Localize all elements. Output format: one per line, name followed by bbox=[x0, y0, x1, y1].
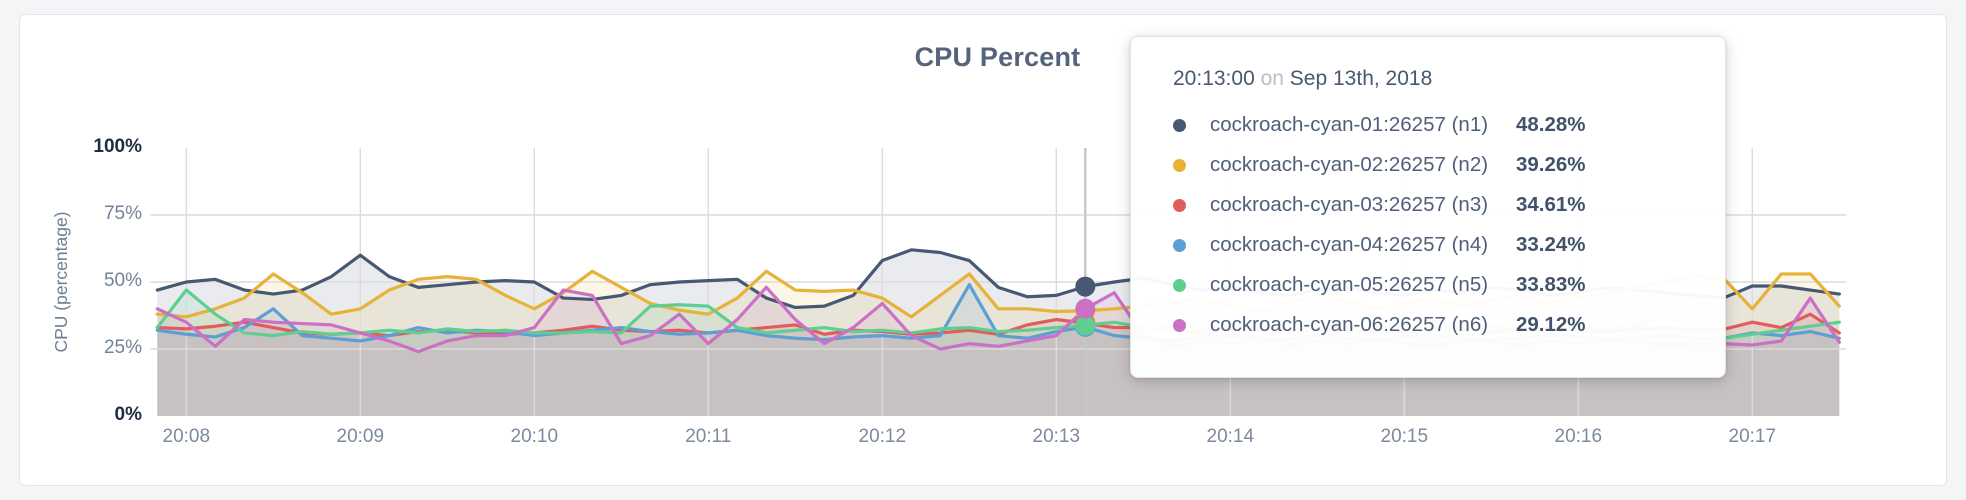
series-area-n4 bbox=[157, 284, 1840, 416]
y-tick-label: 75% bbox=[103, 203, 142, 224]
tooltip-series-value: 33.24% bbox=[1516, 233, 1586, 256]
hover-dot-n5 bbox=[1075, 315, 1096, 336]
series-color-dot-icon bbox=[1173, 278, 1186, 292]
tooltip-row: cockroach-cyan-05:26257 (n5) 33.83% bbox=[1173, 265, 1683, 305]
tooltip-series-label: cockroach-cyan-06:26257 (n6) bbox=[1210, 313, 1489, 336]
tooltip-series-value: 33.83% bbox=[1516, 273, 1586, 296]
tooltip-rows: cockroach-cyan-01:26257 (n1) 48.28% cockro… bbox=[1173, 105, 1683, 345]
tooltip-series-label: cockroach-cyan-02:26257 (n2) bbox=[1210, 153, 1489, 176]
x-tick-label: 20:08 bbox=[162, 426, 211, 447]
x-tick-label: 20:14 bbox=[1206, 426, 1255, 447]
tooltip-header: 20:13:00 on Sep 13th, 2018 bbox=[1173, 67, 1683, 91]
tooltip-series-value: 34.61% bbox=[1516, 193, 1586, 216]
hover-dot-n1 bbox=[1075, 276, 1096, 297]
x-tick-label: 20:11 bbox=[685, 426, 732, 447]
x-tick-label: 20:13 bbox=[1032, 426, 1081, 447]
series-color-dot-icon bbox=[1173, 118, 1186, 132]
tooltip-row: cockroach-cyan-03:26257 (n3) 34.61% bbox=[1173, 185, 1683, 225]
hover-dot-n6 bbox=[1075, 298, 1096, 319]
x-tick-label: 20:10 bbox=[510, 426, 559, 447]
y-tick-label: 0% bbox=[114, 404, 142, 425]
x-tick-label: 20:09 bbox=[336, 426, 385, 447]
x-tick-label: 20:12 bbox=[858, 426, 907, 447]
y-tick-label: 25% bbox=[103, 337, 142, 358]
tooltip-row: cockroach-cyan-06:26257 (n6) 29.12% bbox=[1173, 305, 1683, 345]
tooltip-row: cockroach-cyan-04:26257 (n4) 33.24% bbox=[1173, 225, 1683, 265]
tooltip-row: cockroach-cyan-02:26257 (n2) 39.26% bbox=[1173, 145, 1683, 185]
x-tick-label: 20:15 bbox=[1380, 426, 1429, 447]
tooltip-conjunction: on bbox=[1260, 67, 1284, 90]
tooltip-series-value: 39.26% bbox=[1516, 153, 1586, 176]
series-color-dot-icon bbox=[1173, 238, 1186, 252]
chart-title: CPU Percent bbox=[914, 42, 1081, 72]
series-color-dot-icon bbox=[1173, 158, 1186, 172]
tooltip-series-label: cockroach-cyan-01:26257 (n1) bbox=[1210, 113, 1489, 136]
tooltip-row: cockroach-cyan-01:26257 (n1) 48.28% bbox=[1173, 105, 1683, 145]
y-tick-label: 100% bbox=[93, 136, 142, 157]
y-tick-label: 50% bbox=[103, 270, 142, 291]
tooltip-series-label: cockroach-cyan-04:26257 (n4) bbox=[1210, 233, 1489, 256]
tooltip-series-value: 29.12% bbox=[1516, 313, 1586, 336]
x-tick-label: 20:17 bbox=[1728, 426, 1777, 447]
tooltip-time: 20:13:00 bbox=[1173, 67, 1255, 90]
tooltip-series-value: 48.28% bbox=[1516, 113, 1586, 136]
series-area-n6 bbox=[157, 287, 1840, 416]
series-color-dot-icon bbox=[1173, 318, 1186, 332]
series-color-dot-icon bbox=[1173, 198, 1186, 212]
tooltip-date: Sep 13th, 2018 bbox=[1289, 67, 1433, 90]
series-area-n5 bbox=[157, 290, 1840, 416]
tooltip-series-label: cockroach-cyan-03:26257 (n3) bbox=[1210, 193, 1489, 216]
x-tick-label: 20:16 bbox=[1554, 426, 1603, 447]
chart-tooltip: 20:13:00 on Sep 13th, 2018 cockroach-cya… bbox=[1130, 36, 1726, 378]
tooltip-series-label: cockroach-cyan-05:26257 (n5) bbox=[1210, 273, 1489, 296]
